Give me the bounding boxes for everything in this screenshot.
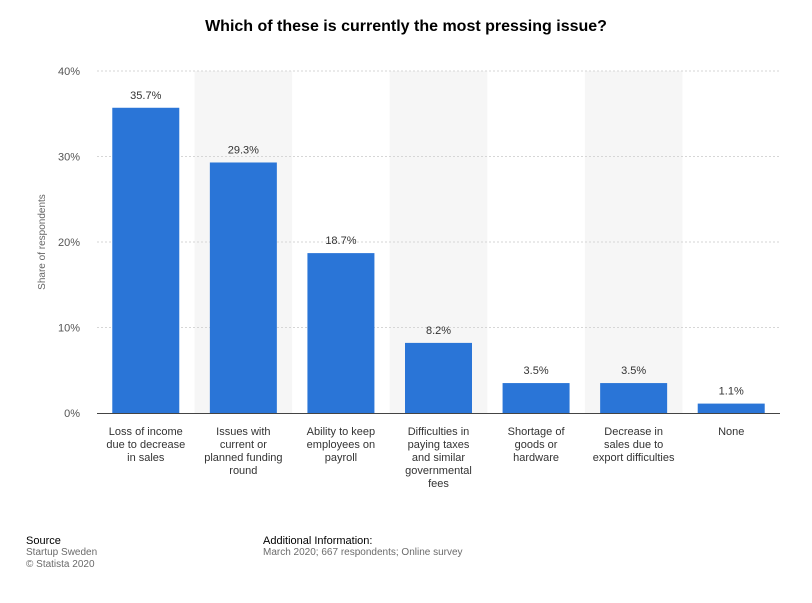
data-label: 3.5% [621, 365, 646, 377]
x-tick-label: Shortage of goods or hardware [508, 426, 566, 464]
x-tick-label: Issues with current or planned funding roun… [204, 426, 282, 477]
x-tick-label: Loss of income due to decrease in sales [106, 426, 185, 464]
chart-title: Which of these is currently the most pre… [205, 18, 607, 35]
x-tick-label: Difficulties in paying taxes and similar go… [405, 426, 472, 490]
additional-info-block: Additional Information: March 2020; 667 … [263, 535, 463, 559]
copyright-line: © Statista 2020 [26, 559, 95, 570]
data-label: 35.7% [130, 90, 161, 102]
data-label: 29.3% [228, 144, 259, 156]
y-tick-label: 40% [58, 66, 80, 78]
data-label: 8.2% [426, 325, 451, 337]
bar [502, 383, 570, 413]
bar [405, 342, 472, 413]
y-axis-label: Share of respondents [37, 194, 48, 290]
bar [209, 162, 277, 413]
source-line: Startup Sweden [26, 547, 98, 558]
x-tick-label: None [718, 426, 744, 438]
y-tick-label: 20% [58, 237, 80, 249]
bar-chart: 0% 10% 20% 30% 40% Share of respondents 35.7% L… [37, 66, 780, 490]
info-heading: Additional Information: [263, 535, 373, 547]
bar [600, 383, 668, 413]
info-line: March 2020; 667 respondents; Online surv… [263, 547, 463, 558]
data-label: 3.5% [524, 365, 549, 377]
data-label: 1.1% [719, 386, 744, 398]
bar [697, 403, 765, 413]
source-block: Source Startup Sweden © Statista 2020 [26, 535, 97, 571]
source-heading: Source [26, 535, 61, 547]
data-label: 18.7% [325, 235, 356, 247]
x-tick-label: Decrease in sales due to export difficulti… [593, 426, 675, 464]
bar [307, 253, 375, 413]
x-tick-label: Ability to keep employees on payroll [307, 426, 376, 464]
y-tick-label: 10% [58, 323, 80, 335]
y-tick-label: 0% [64, 408, 80, 420]
bar [112, 107, 180, 413]
y-tick-label: 30% [58, 152, 80, 164]
